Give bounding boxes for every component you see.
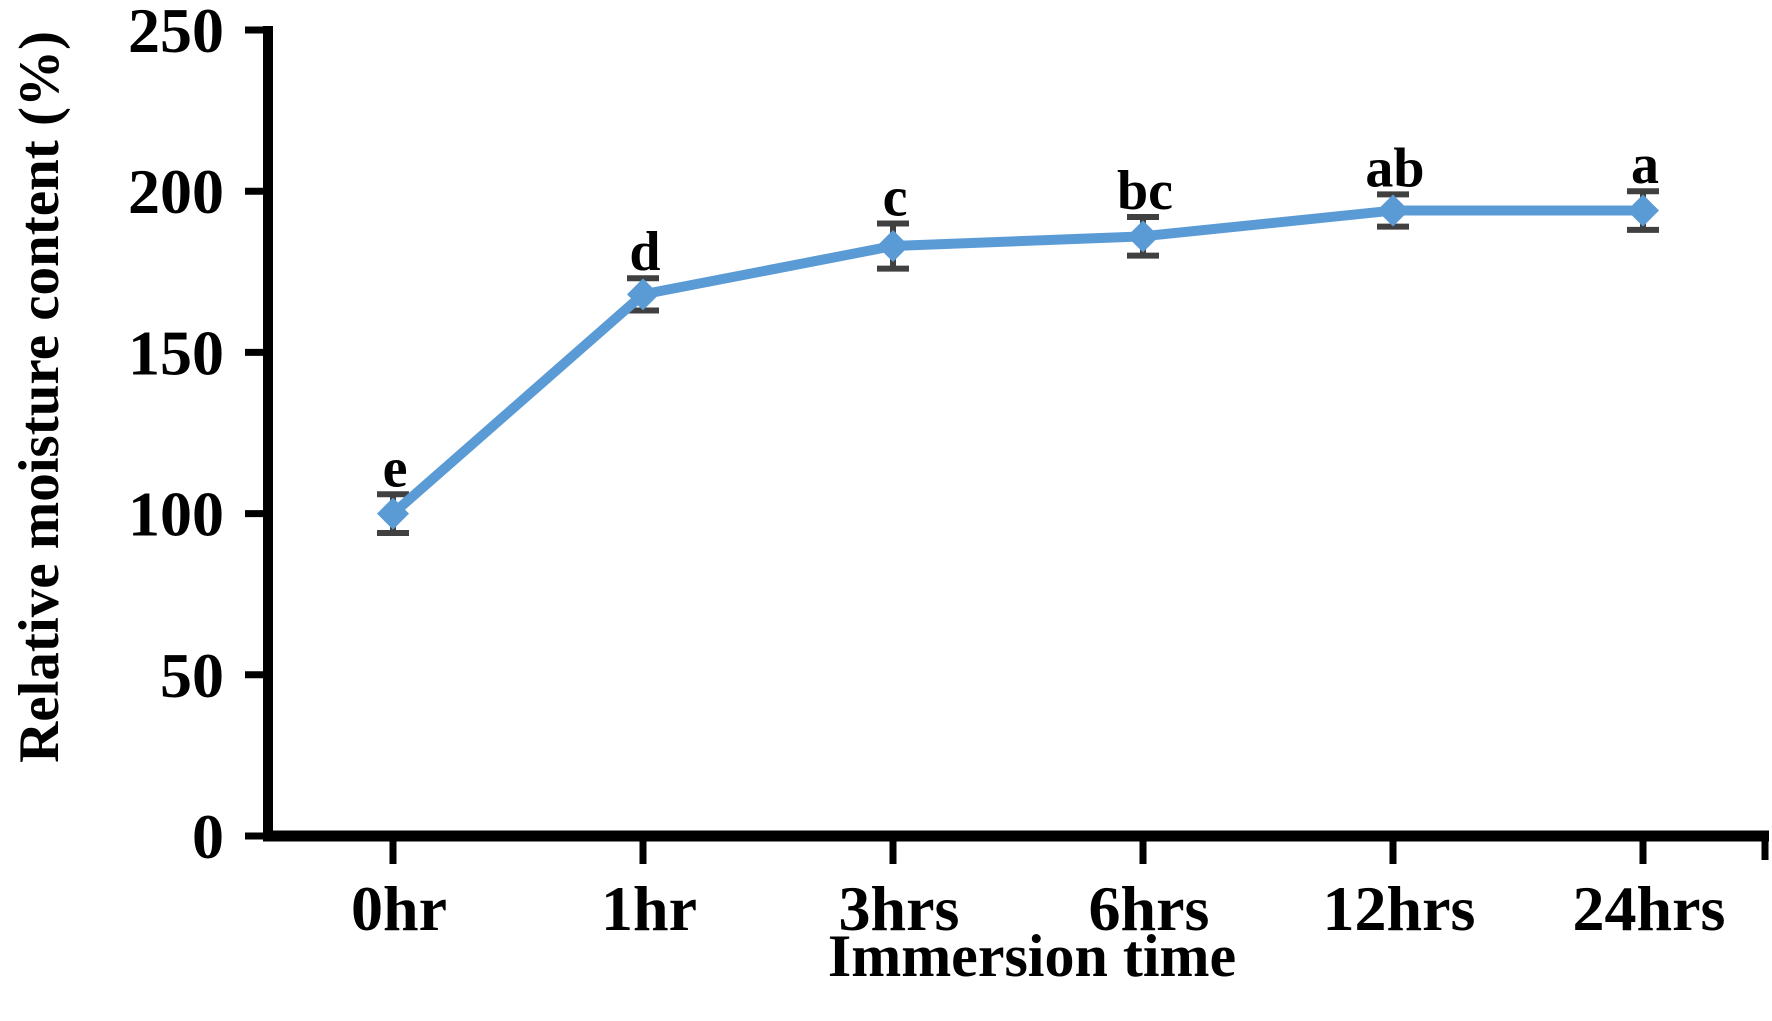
significance-letter: c [883, 166, 908, 228]
data-point-marker [1127, 220, 1159, 253]
significance-letter: bc [1117, 160, 1173, 222]
x-tick-label: 24hrs [1573, 873, 1726, 944]
data-point-marker [877, 230, 909, 263]
y-tick-label: 200 [128, 156, 224, 227]
x-tick-label: 0hr [351, 873, 447, 944]
x-tick-label: 3hrs [839, 873, 960, 944]
significance-letter: ab [1365, 137, 1424, 199]
y-axis-title: Relative moisture content (%) [8, 31, 71, 763]
y-tick-label: 0 [192, 801, 224, 872]
x-tick-label: 12hrs [1323, 873, 1476, 944]
x-axis-title: Immersion time [827, 923, 1237, 989]
significance-letter: a [1631, 134, 1659, 196]
y-tick-label: 150 [128, 317, 224, 388]
data-point-marker [627, 278, 659, 311]
data-point-marker [1627, 194, 1659, 227]
y-tick-label: 100 [128, 479, 224, 550]
data-point-marker [377, 497, 409, 530]
significance-letter: e [383, 437, 408, 499]
x-tick-label: 1hr [601, 873, 697, 944]
series-line [388, 205, 1648, 519]
x-tick-label: 6hrs [1089, 873, 1210, 944]
y-tick-label: 50 [160, 640, 224, 711]
y-tick-label: 250 [128, 0, 224, 66]
significance-letter: d [629, 221, 660, 283]
data-point-marker [1377, 194, 1409, 227]
